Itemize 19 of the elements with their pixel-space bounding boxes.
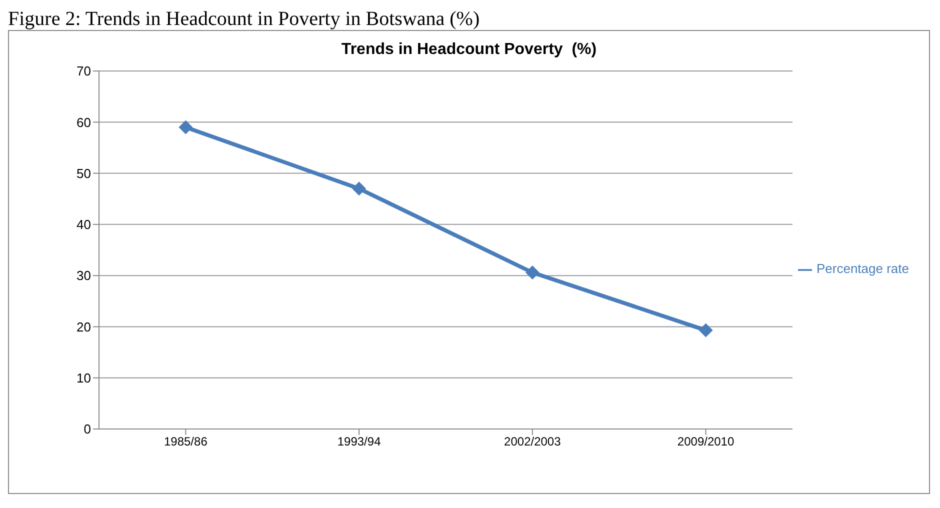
y-tick-label: 10 (76, 370, 91, 386)
legend-label: Percentage rate (816, 261, 909, 276)
point (525, 266, 540, 280)
x-tick-label: 1985/86 (164, 434, 208, 449)
caption: Figure 2: Trends in Headcount in Poverty in Botswana (%) (8, 8, 481, 30)
y-tick-label: 20 (76, 319, 91, 334)
point (698, 323, 713, 338)
point (352, 182, 366, 196)
x-tick-label: 2002/2003 (504, 434, 562, 449)
chart-title: Trends in Headcount Poverty (%) (340, 41, 598, 59)
x-tick-label: 1993/94 (337, 434, 382, 449)
y-tick-label: 70 (76, 64, 91, 79)
x-tick-label: 2009/2010 (677, 434, 734, 449)
y-tick-label: 0 (84, 422, 91, 437)
y-tick-label: 30 (76, 268, 91, 284)
y-tick-label: 40 (76, 217, 91, 232)
point (178, 120, 193, 134)
y-tick-label: 50 (76, 166, 91, 181)
y-tick-label: 60 (76, 114, 91, 130)
